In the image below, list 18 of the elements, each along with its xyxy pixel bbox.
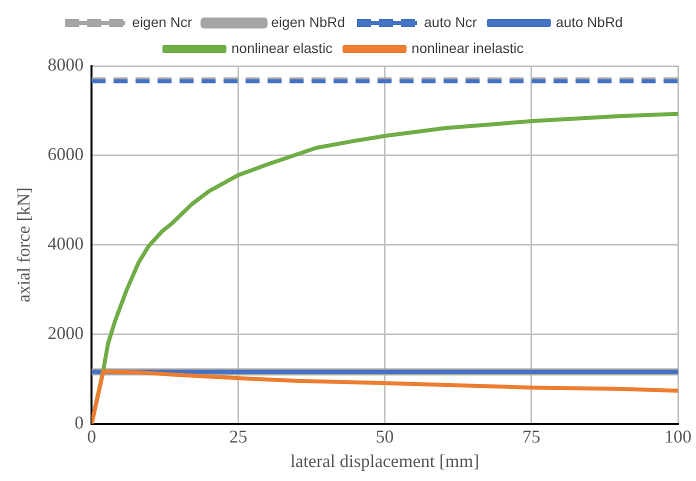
x-tick-label: 100 bbox=[664, 426, 692, 446]
y-tick-label: 6000 bbox=[48, 144, 84, 164]
legend-label: nonlinear inelastic bbox=[412, 40, 524, 56]
x-tick-label: 75 bbox=[522, 426, 540, 446]
y-tick-label: 0 bbox=[74, 412, 84, 433]
legend-label: auto Ncr bbox=[424, 14, 478, 30]
y-tick-label: 2000 bbox=[48, 323, 84, 344]
x-tick-label: 25 bbox=[229, 426, 248, 446]
x-axis-title: lateral displacement [mm] bbox=[290, 450, 480, 471]
legend-label: auto NbRd bbox=[556, 14, 623, 30]
y-axis-title: axial force [kN] bbox=[14, 187, 34, 302]
x-tick-label: 0 bbox=[87, 426, 96, 446]
y-tick-label: 4000 bbox=[48, 234, 84, 254]
legend-label: nonlinear elastic bbox=[231, 40, 333, 56]
legend-label: eigen Ncr bbox=[132, 14, 192, 30]
y-tick-label: 8000 bbox=[48, 54, 84, 75]
legend-label: eigen NbRd bbox=[271, 14, 346, 30]
x-tick-label: 50 bbox=[376, 426, 394, 446]
